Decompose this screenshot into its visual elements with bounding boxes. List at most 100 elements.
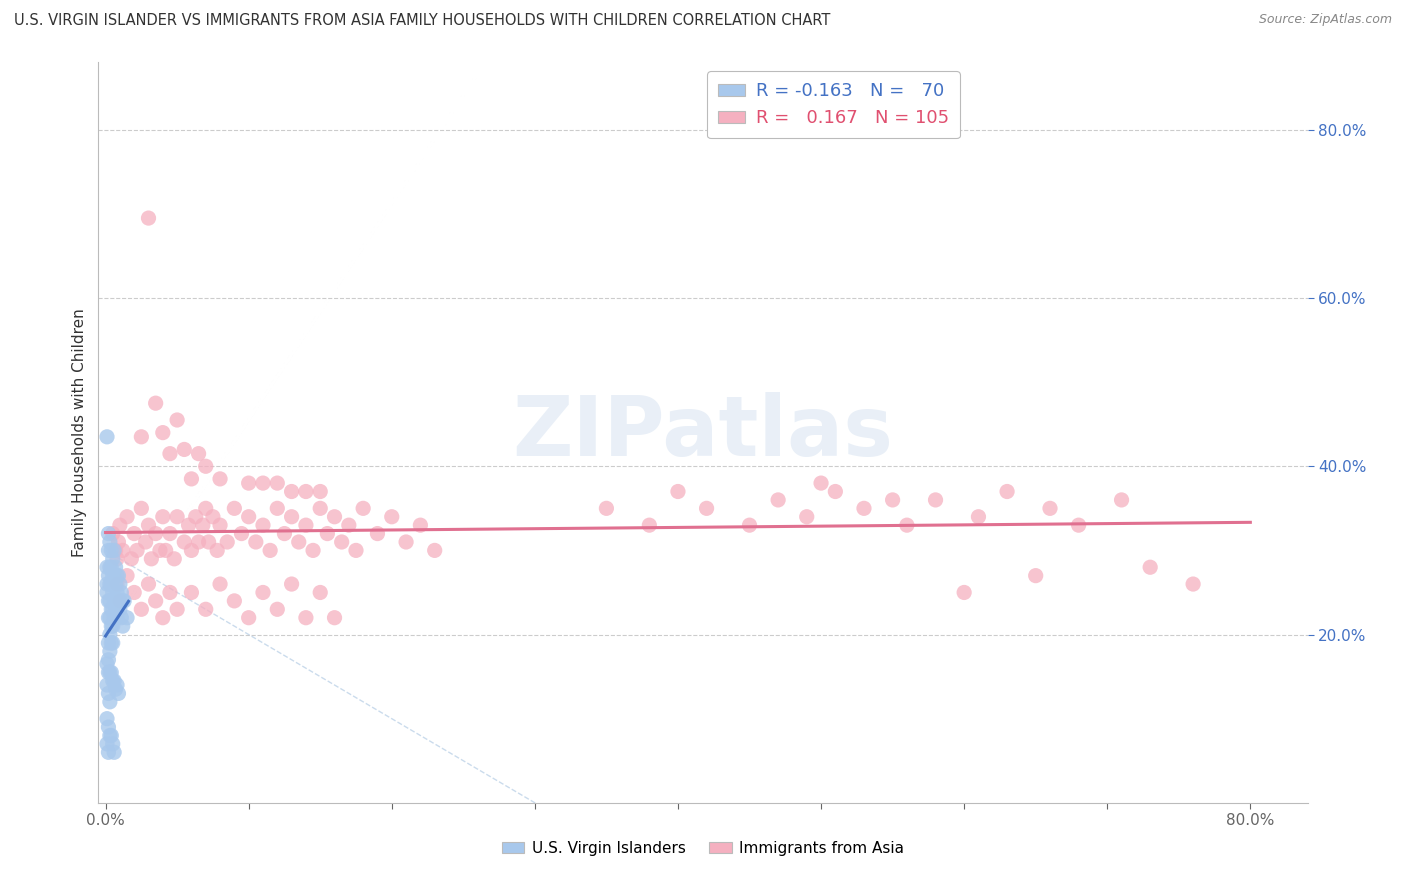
Point [100, 543, 122, 558]
Point [159, 526, 181, 541]
Point [103, 568, 125, 582]
Point [97, 665, 120, 680]
Point [104, 543, 127, 558]
Point [100, 577, 122, 591]
Point [100, 619, 122, 633]
Y-axis label: Family Households with Children: Family Households with Children [72, 309, 87, 557]
Point [810, 476, 832, 491]
Point [98, 665, 121, 680]
Point [108, 594, 131, 608]
Point [108, 577, 131, 591]
Point [115, 509, 138, 524]
Point [105, 568, 128, 582]
Point [97, 686, 120, 700]
Point [103, 594, 125, 608]
Point [97, 568, 120, 582]
Point [309, 484, 332, 499]
Point [96, 737, 118, 751]
Point [187, 447, 209, 461]
Point [97, 543, 120, 558]
Point [323, 610, 346, 624]
Point [177, 518, 200, 533]
Point [96, 560, 118, 574]
Point [120, 551, 142, 566]
Point [152, 425, 174, 440]
Point [98, 695, 121, 709]
Point [96, 657, 118, 671]
Point [105, 551, 128, 566]
Point [100, 665, 122, 680]
Point [205, 543, 228, 558]
Point [98, 577, 121, 591]
Point [111, 594, 134, 608]
Point [201, 509, 224, 524]
Point [1139, 560, 1161, 574]
Point [105, 585, 128, 599]
Point [381, 509, 404, 524]
Point [115, 568, 138, 582]
Point [155, 543, 177, 558]
Point [280, 577, 302, 591]
Point [259, 543, 281, 558]
Point [330, 535, 353, 549]
Point [209, 518, 232, 533]
Point [111, 619, 134, 633]
Point [111, 543, 134, 558]
Point [145, 594, 167, 608]
Point [252, 476, 274, 491]
Point [104, 602, 127, 616]
Point [766, 492, 789, 507]
Point [224, 594, 246, 608]
Point [97, 653, 120, 667]
Point [105, 610, 128, 624]
Point [96, 678, 118, 692]
Point [924, 492, 946, 507]
Point [163, 551, 186, 566]
Point [100, 560, 122, 574]
Legend: U.S. Virgin Islanders, Immigrants from Asia: U.S. Virgin Islanders, Immigrants from A… [495, 835, 911, 862]
Point [287, 535, 309, 549]
Point [103, 745, 125, 759]
Point [100, 602, 122, 616]
Point [152, 610, 174, 624]
Point [97, 745, 120, 759]
Point [110, 585, 132, 599]
Point [1067, 518, 1090, 533]
Point [103, 673, 125, 688]
Point [696, 501, 718, 516]
Point [309, 501, 332, 516]
Point [104, 560, 127, 574]
Point [145, 396, 167, 410]
Point [423, 543, 446, 558]
Point [238, 476, 260, 491]
Point [323, 509, 346, 524]
Point [98, 594, 121, 608]
Point [98, 560, 121, 574]
Point [309, 585, 332, 599]
Point [280, 484, 302, 499]
Point [96, 577, 118, 591]
Point [1025, 568, 1047, 582]
Point [122, 526, 145, 541]
Point [180, 543, 202, 558]
Point [266, 501, 288, 516]
Text: Source: ZipAtlas.com: Source: ZipAtlas.com [1258, 13, 1392, 27]
Point [252, 518, 274, 533]
Point [98, 644, 121, 658]
Point [184, 509, 207, 524]
Point [295, 518, 318, 533]
Point [96, 585, 118, 599]
Point [352, 501, 374, 516]
Point [97, 610, 120, 624]
Point [149, 543, 172, 558]
Point [1039, 501, 1062, 516]
Point [98, 729, 121, 743]
Point [896, 518, 918, 533]
Point [105, 678, 128, 692]
Point [107, 686, 129, 700]
Point [97, 526, 120, 541]
Point [138, 211, 160, 225]
Point [141, 551, 163, 566]
Point [101, 602, 124, 616]
Point [125, 543, 148, 558]
